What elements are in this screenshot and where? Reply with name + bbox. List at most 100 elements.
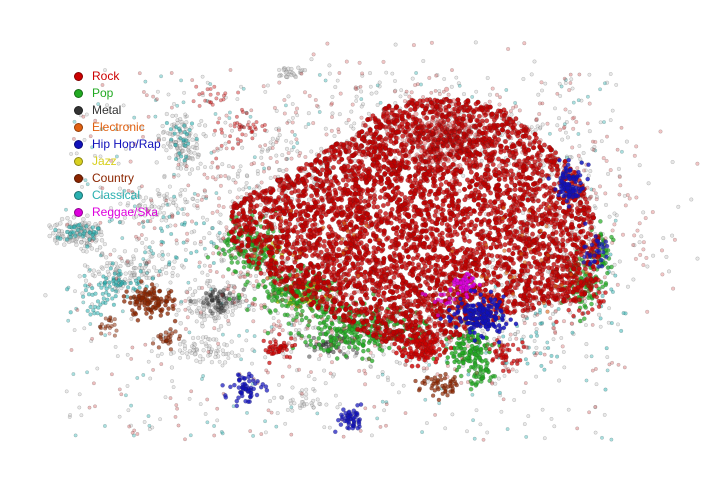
data-point: [178, 342, 183, 347]
data-point: [77, 231, 83, 237]
data-point: [163, 330, 169, 335]
data-point: [319, 146, 324, 151]
data-point: [695, 256, 700, 261]
data-point: [317, 73, 322, 77]
data-point: [436, 387, 441, 392]
data-point: [158, 226, 163, 231]
data-point: [194, 136, 199, 142]
data-point: [125, 352, 130, 357]
data-point: [369, 433, 374, 438]
data-point: [334, 356, 340, 361]
data-point: [309, 57, 314, 62]
data-point: [93, 222, 98, 227]
data-point: [277, 133, 282, 138]
data-point: [367, 338, 373, 344]
data-point: [265, 148, 270, 153]
data-point: [538, 351, 543, 356]
data-point: [623, 311, 628, 316]
data-point: [552, 424, 557, 429]
data-point: [149, 282, 155, 287]
data-point: [121, 294, 127, 299]
data-point: [602, 412, 607, 417]
data-point: [218, 237, 223, 242]
data-point: [542, 367, 547, 372]
data-point: [182, 158, 187, 163]
data-point: [246, 303, 251, 308]
data-point: [597, 312, 602, 317]
data-point: [116, 272, 121, 277]
data-point: [191, 335, 196, 341]
data-point: [203, 123, 208, 128]
data-point: [168, 127, 173, 132]
data-point: [156, 345, 162, 350]
data-point: [529, 334, 534, 339]
data-point: [218, 324, 224, 329]
data-point: [252, 155, 257, 160]
data-point: [354, 94, 359, 99]
data-point: [115, 354, 120, 358]
data-point: [104, 290, 109, 295]
data-point: [202, 235, 207, 240]
data-point: [207, 231, 212, 236]
data-point: [187, 330, 192, 335]
data-point: [535, 124, 540, 129]
data-point: [213, 112, 218, 116]
data-point: [268, 399, 273, 404]
data-point: [103, 276, 109, 281]
data-point: [593, 205, 598, 210]
data-point: [202, 317, 207, 322]
data-point: [368, 364, 373, 369]
data-point: [175, 273, 180, 278]
data-point: [167, 260, 172, 265]
data-point: [88, 312, 93, 317]
data-point: [184, 132, 190, 137]
data-point: [304, 396, 309, 401]
data-point: [137, 285, 142, 290]
data-point: [538, 126, 543, 131]
data-point: [187, 349, 192, 354]
data-point: [376, 374, 381, 379]
data-point: [557, 116, 562, 121]
data-point: [536, 92, 541, 97]
data-point: [96, 282, 101, 287]
data-point: [244, 173, 249, 178]
data-point: [150, 341, 156, 346]
data-point: [217, 230, 222, 235]
data-point: [327, 425, 332, 430]
data-point: [72, 328, 77, 332]
data-point: [559, 336, 564, 340]
data-point: [390, 382, 395, 387]
data-point: [468, 349, 473, 354]
data-point: [259, 149, 264, 154]
data-point: [77, 405, 82, 410]
data-point: [360, 343, 366, 348]
data-point: [220, 431, 225, 436]
data-point: [414, 71, 418, 75]
data-point: [289, 405, 294, 410]
data-point: [156, 288, 162, 294]
data-point: [555, 123, 560, 128]
data-point: [117, 414, 122, 419]
data-point: [206, 336, 211, 342]
data-point: [135, 376, 140, 380]
data-point: [333, 84, 338, 89]
data-point: [183, 112, 188, 117]
data-point: [538, 125, 543, 130]
data-point: [604, 346, 609, 351]
data-point: [169, 137, 174, 142]
data-point: [125, 384, 130, 388]
data-point: [146, 359, 151, 364]
data-point: [546, 346, 551, 351]
data-point: [393, 88, 398, 93]
data-point: [170, 270, 175, 276]
data-point: [263, 355, 268, 360]
data-point: [133, 248, 139, 253]
data-point: [160, 256, 165, 262]
data-point: [210, 226, 215, 231]
data-point: [526, 414, 531, 418]
data-point: [317, 357, 322, 362]
data-point: [190, 137, 195, 142]
data-point: [304, 402, 309, 407]
data-point: [136, 305, 142, 311]
data-point: [68, 310, 73, 315]
